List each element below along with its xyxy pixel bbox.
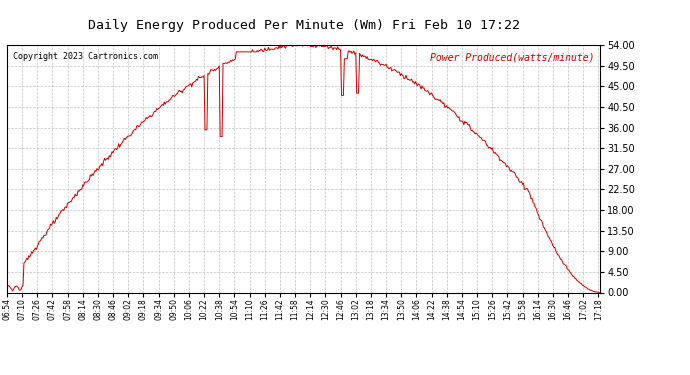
Text: Copyright 2023 Cartronics.com: Copyright 2023 Cartronics.com (13, 53, 158, 62)
Text: Daily Energy Produced Per Minute (Wm) Fri Feb 10 17:22: Daily Energy Produced Per Minute (Wm) Fr… (88, 19, 520, 32)
Text: Power Produced(watts/minute): Power Produced(watts/minute) (430, 53, 594, 62)
